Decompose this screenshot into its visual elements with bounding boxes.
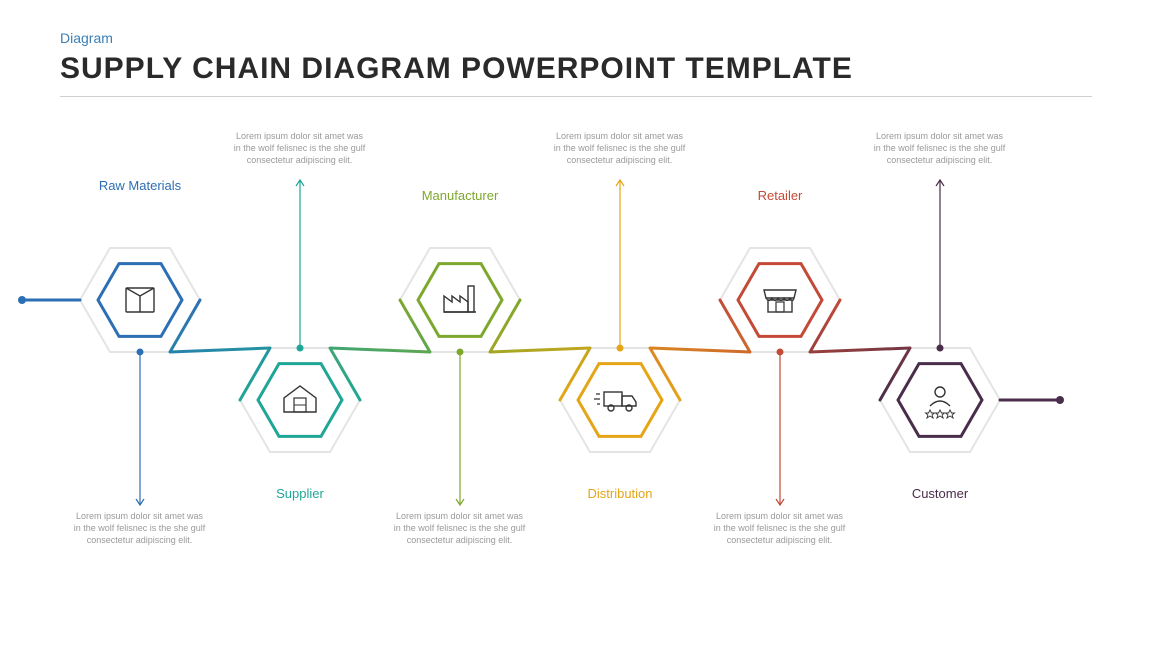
stage-label-customer: Customer	[890, 486, 990, 502]
stage-desc-supplier: Lorem ipsum dolor sit amet was in the wo…	[232, 130, 367, 166]
stage-desc-customer: Lorem ipsum dolor sit amet was in the wo…	[872, 130, 1007, 166]
subtitle: Diagram	[60, 30, 113, 46]
stage-desc-manufacturer: Lorem ipsum dolor sit amet was in the wo…	[392, 510, 527, 546]
stage-label-raw: Raw Materials	[90, 178, 190, 194]
stage-label-supplier: Supplier	[250, 486, 350, 502]
diagram-canvas: Raw Materials Lorem ipsum dolor sit amet …	[0, 110, 1152, 648]
stage-label-manufacturer: Manufacturer	[410, 188, 510, 204]
stage-label-retailer: Retailer	[730, 188, 830, 204]
stage-desc-retailer: Lorem ipsum dolor sit amet was in the wo…	[712, 510, 847, 546]
stage-label-distribution: Distribution	[570, 486, 670, 502]
divider	[60, 96, 1092, 97]
page-title: SUPPLY CHAIN DIAGRAM POWERPOINT TEMPLATE	[60, 52, 853, 86]
stage-desc-distribution: Lorem ipsum dolor sit amet was in the wo…	[552, 130, 687, 166]
stage-desc-raw: Lorem ipsum dolor sit amet was in the wo…	[72, 510, 207, 546]
